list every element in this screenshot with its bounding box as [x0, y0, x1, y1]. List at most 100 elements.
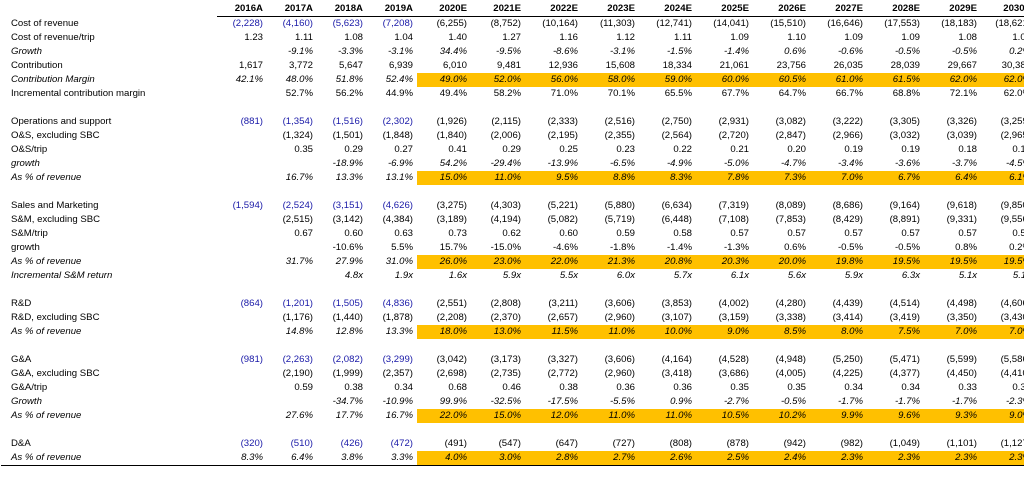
value-cell: 15,608 — [605, 60, 635, 71]
value-cell: 2.3% — [924, 451, 981, 466]
row-label: As % of revenue — [11, 326, 82, 337]
row-label: Contribution — [11, 60, 63, 71]
table-row: Cost of revenue/trip 1.23 1.11 1.08 1.04 1.40… — [1, 31, 1024, 45]
value-cell: (3,305) — [889, 116, 920, 127]
value-cell — [217, 227, 267, 241]
year-header-2019a: 2019A — [367, 2, 417, 17]
value-cell: 19.5% — [924, 255, 981, 269]
value-cell: 19.8% — [810, 255, 867, 269]
value-cell: -4.9% — [666, 158, 692, 169]
value-cell: 44.9% — [385, 88, 413, 99]
value-cell: (6,255) — [436, 18, 467, 29]
year-header-2029e: 2029E — [924, 2, 981, 17]
value-cell: 62.0% — [924, 73, 981, 87]
table-row: Contribution 1,617 3,772 5,647 6,939 6,010 9,4… — [1, 59, 1024, 73]
spacer-cell — [1, 101, 1024, 115]
row-label: Cost of revenue/trip — [11, 32, 95, 43]
value-cell: -3.4% — [837, 158, 863, 169]
value-cell: 0.34 — [901, 382, 920, 393]
value-cell: 13.3% — [335, 172, 363, 183]
value-cell: (17,553) — [884, 18, 920, 29]
value-cell: 60.0% — [696, 73, 753, 87]
value-cell: 6,939 — [388, 60, 413, 71]
value-cell: 61.0% — [810, 73, 867, 87]
value-cell: (4,225) — [832, 368, 863, 379]
value-cell: (2,772) — [547, 368, 578, 379]
value-cell: (5,880) — [604, 200, 635, 211]
value-cell: (3,211) — [548, 298, 578, 309]
value-cell: 7.3% — [753, 171, 810, 185]
value-cell: 0.41 — [448, 144, 467, 155]
value-cell: (5,623) — [332, 18, 363, 29]
value-cell: -0.5% — [894, 242, 920, 253]
value-cell: (1,848) — [382, 130, 413, 141]
value-cell: 67.7% — [721, 88, 749, 99]
header-label-cell — [1, 2, 217, 17]
value-cell — [217, 171, 267, 185]
value-cell: 4.8x — [344, 270, 363, 281]
value-cell: 2.7% — [582, 451, 639, 466]
value-cell: 8.5% — [753, 325, 810, 339]
value-cell: (12,741) — [656, 18, 692, 29]
value-cell: 2.3% — [810, 451, 867, 466]
value-cell: 52.4% — [385, 74, 413, 85]
value-cell: 6.7% — [867, 171, 924, 185]
value-cell: 18,334 — [662, 60, 692, 71]
value-cell: 8.3% — [639, 171, 696, 185]
financial-model-table: 2016A 2017A 2018A 2019A 2020E 2021E 2022E 2023E… — [1, 2, 1024, 466]
row-label: Operations and support — [11, 116, 112, 127]
year-header-row: 2016A 2017A 2018A 2019A 2020E 2021E 2022E 2023E… — [1, 2, 1024, 17]
value-cell: (1,516) — [332, 116, 363, 127]
value-cell: 0.63 — [394, 228, 413, 239]
value-cell: 1.16 — [559, 32, 578, 43]
table-row: R&D, excluding SBC (1,176) (1,440) (1,878) (… — [1, 311, 1024, 325]
spacer-cell — [1, 283, 1024, 297]
year-header-2026e: 2026E — [753, 2, 810, 17]
value-cell: 2.3% — [867, 451, 924, 466]
value-cell: 3,772 — [288, 60, 313, 71]
value-cell: 0.29 — [502, 144, 521, 155]
year-header-2021e: 2021E — [471, 2, 525, 17]
value-cell: (4,280) — [775, 298, 806, 309]
value-cell: -3.6% — [894, 158, 920, 169]
value-cell: 0.57 — [901, 228, 920, 239]
value-cell: (4,528) — [718, 354, 749, 365]
value-cell: 0.19 — [901, 144, 920, 155]
value-cell: (4,377) — [889, 368, 920, 379]
value-cell — [267, 241, 317, 255]
value-cell: 1.11 — [674, 32, 692, 43]
value-cell: (1,594) — [232, 200, 263, 211]
value-cell: (5,221) — [547, 200, 578, 211]
value-cell: 31.7% — [285, 256, 313, 267]
value-cell: (4,514) — [889, 298, 920, 309]
value-cell: 9.6% — [867, 409, 924, 423]
table-row: G&A (981) (2,263) (2,082) (3,299) (3,042) (3,1… — [1, 353, 1024, 367]
value-cell: 5.1x — [1012, 270, 1024, 281]
row-label: As % of revenue — [11, 256, 82, 267]
table-row: As % of revenue 16.7% 13.3% 13.1% 15.0% 11.0%… — [1, 171, 1024, 185]
value-cell: 15.7% — [439, 242, 467, 253]
row-label: As % of revenue — [1, 451, 217, 466]
value-cell: 0.36 — [616, 382, 635, 393]
value-cell: 15.0% — [471, 409, 525, 423]
value-cell: (1,176) — [282, 312, 313, 323]
value-cell: (491) — [444, 438, 467, 449]
spacer-row — [1, 283, 1024, 297]
table-row: As % of revenue 8.3% 6.4% 3.8% 3.3% 4.0% 3.0% 2… — [1, 451, 1024, 466]
value-cell: -0.5% — [951, 46, 977, 57]
value-cell — [217, 311, 267, 325]
value-cell: (4,626) — [382, 200, 413, 211]
value-cell: -29.4% — [490, 158, 521, 169]
value-cell: 6.0x — [616, 270, 635, 281]
value-cell: (1,440) — [332, 312, 363, 323]
value-cell: 21,061 — [719, 60, 749, 71]
value-cell: (1,354) — [282, 116, 313, 127]
value-cell: 9.9% — [810, 409, 867, 423]
value-cell: 0.9% — [670, 396, 692, 407]
table-row: Contribution Margin 42.1% 48.0% 51.8% 52.4% 4… — [1, 73, 1024, 87]
value-cell: 23.0% — [471, 255, 525, 269]
value-cell: (3,222) — [832, 116, 863, 127]
value-cell: (2,698) — [436, 368, 467, 379]
value-cell: 11.0% — [582, 325, 639, 339]
value-cell: 0.68 — [448, 382, 467, 393]
